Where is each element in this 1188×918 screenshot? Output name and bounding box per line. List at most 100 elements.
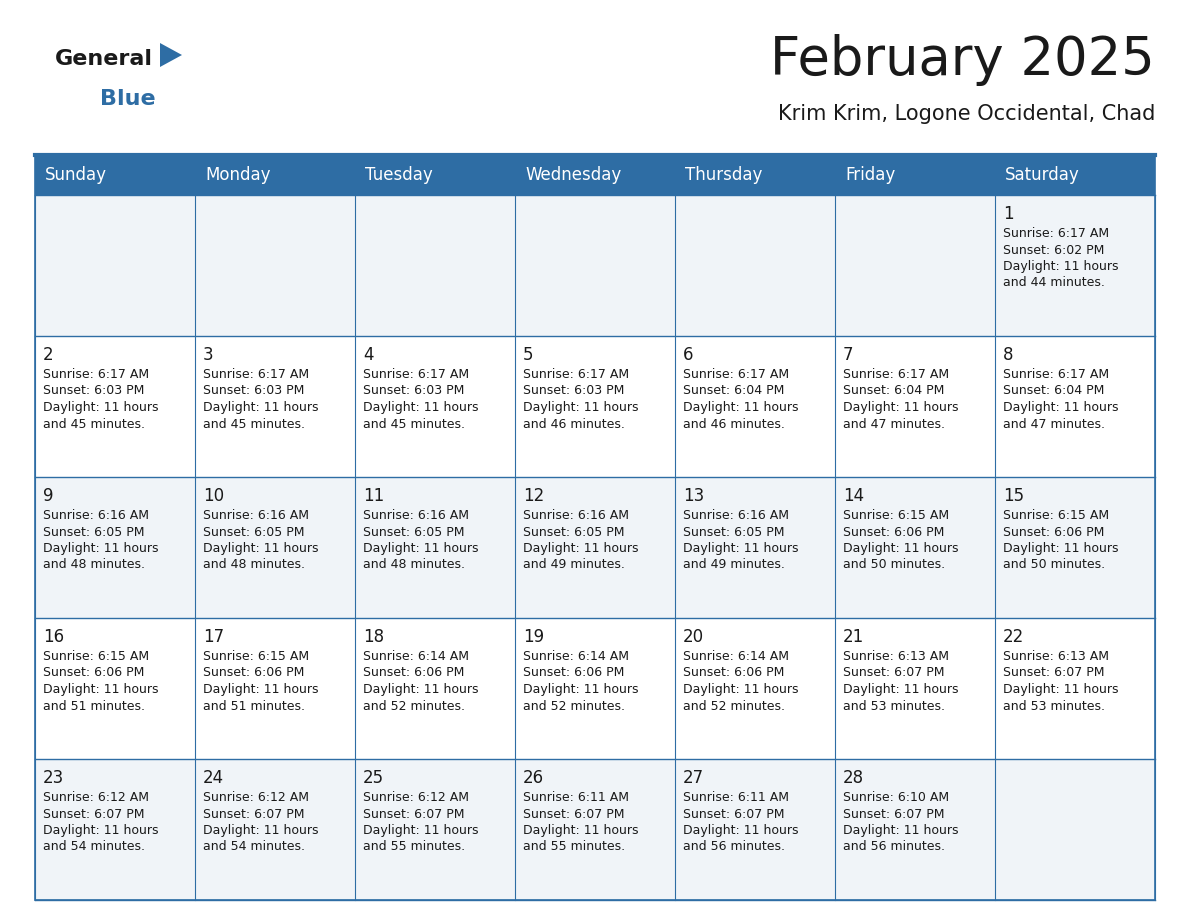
Text: and 52 minutes.: and 52 minutes. <box>523 700 625 712</box>
Text: Sunrise: 6:14 AM: Sunrise: 6:14 AM <box>364 650 469 663</box>
Text: Sunset: 6:07 PM: Sunset: 6:07 PM <box>843 808 944 821</box>
Text: Daylight: 11 hours: Daylight: 11 hours <box>364 683 479 696</box>
Text: Sunset: 6:06 PM: Sunset: 6:06 PM <box>683 666 784 679</box>
Text: Daylight: 11 hours: Daylight: 11 hours <box>203 683 318 696</box>
Text: and 51 minutes.: and 51 minutes. <box>43 700 145 712</box>
Text: 15: 15 <box>1003 487 1024 505</box>
Text: and 44 minutes.: and 44 minutes. <box>1003 276 1105 289</box>
Polygon shape <box>160 43 182 67</box>
Text: Sunset: 6:05 PM: Sunset: 6:05 PM <box>523 525 625 539</box>
Text: Friday: Friday <box>845 166 896 184</box>
Text: Sunrise: 6:14 AM: Sunrise: 6:14 AM <box>683 650 789 663</box>
Text: Daylight: 11 hours: Daylight: 11 hours <box>1003 260 1118 273</box>
Text: and 46 minutes.: and 46 minutes. <box>523 418 625 431</box>
Text: 24: 24 <box>203 769 225 787</box>
Text: Daylight: 11 hours: Daylight: 11 hours <box>683 824 798 837</box>
Text: 22: 22 <box>1003 628 1024 646</box>
Text: 4: 4 <box>364 346 373 364</box>
Text: February 2025: February 2025 <box>770 34 1155 86</box>
Text: Sunrise: 6:13 AM: Sunrise: 6:13 AM <box>1003 650 1110 663</box>
Text: Blue: Blue <box>100 89 156 109</box>
Text: Sunrise: 6:16 AM: Sunrise: 6:16 AM <box>203 509 309 522</box>
Text: Sunrise: 6:15 AM: Sunrise: 6:15 AM <box>843 509 949 522</box>
Text: and 53 minutes.: and 53 minutes. <box>1003 700 1105 712</box>
Bar <box>34 155 1155 195</box>
Text: Daylight: 11 hours: Daylight: 11 hours <box>1003 401 1118 414</box>
Text: Sunrise: 6:16 AM: Sunrise: 6:16 AM <box>523 509 628 522</box>
Text: Sunset: 6:06 PM: Sunset: 6:06 PM <box>43 666 145 679</box>
Text: Daylight: 11 hours: Daylight: 11 hours <box>1003 542 1118 555</box>
Text: Daylight: 11 hours: Daylight: 11 hours <box>1003 683 1118 696</box>
Text: and 56 minutes.: and 56 minutes. <box>683 841 785 854</box>
Text: Daylight: 11 hours: Daylight: 11 hours <box>364 542 479 555</box>
Text: Sunset: 6:04 PM: Sunset: 6:04 PM <box>683 385 784 397</box>
Text: 9: 9 <box>43 487 53 505</box>
Bar <box>34 759 1155 900</box>
Text: Sunset: 6:05 PM: Sunset: 6:05 PM <box>43 525 145 539</box>
Text: Sunset: 6:02 PM: Sunset: 6:02 PM <box>1003 243 1105 256</box>
Text: Sunrise: 6:15 AM: Sunrise: 6:15 AM <box>1003 509 1110 522</box>
Text: Krim Krim, Logone Occidental, Chad: Krim Krim, Logone Occidental, Chad <box>778 104 1155 124</box>
Text: Sunrise: 6:17 AM: Sunrise: 6:17 AM <box>523 368 630 381</box>
Text: 28: 28 <box>843 769 864 787</box>
Text: and 50 minutes.: and 50 minutes. <box>1003 558 1105 572</box>
Text: Daylight: 11 hours: Daylight: 11 hours <box>203 824 318 837</box>
Text: and 55 minutes.: and 55 minutes. <box>523 841 625 854</box>
Text: 27: 27 <box>683 769 704 787</box>
Text: Sunrise: 6:10 AM: Sunrise: 6:10 AM <box>843 791 949 804</box>
Text: and 46 minutes.: and 46 minutes. <box>683 418 785 431</box>
Text: 23: 23 <box>43 769 64 787</box>
Text: and 55 minutes.: and 55 minutes. <box>364 841 466 854</box>
Text: Sunrise: 6:16 AM: Sunrise: 6:16 AM <box>683 509 789 522</box>
Text: Sunset: 6:06 PM: Sunset: 6:06 PM <box>523 666 625 679</box>
Text: 1: 1 <box>1003 205 1013 223</box>
Text: General: General <box>55 49 153 69</box>
Text: 12: 12 <box>523 487 544 505</box>
Text: Sunset: 6:07 PM: Sunset: 6:07 PM <box>683 808 784 821</box>
Text: Sunset: 6:03 PM: Sunset: 6:03 PM <box>43 385 145 397</box>
Text: Sunrise: 6:17 AM: Sunrise: 6:17 AM <box>203 368 309 381</box>
Text: Daylight: 11 hours: Daylight: 11 hours <box>683 401 798 414</box>
Text: and 54 minutes.: and 54 minutes. <box>203 841 305 854</box>
Text: Sunset: 6:07 PM: Sunset: 6:07 PM <box>843 666 944 679</box>
Text: Sunset: 6:04 PM: Sunset: 6:04 PM <box>843 385 944 397</box>
Text: and 52 minutes.: and 52 minutes. <box>364 700 465 712</box>
Text: Daylight: 11 hours: Daylight: 11 hours <box>843 401 959 414</box>
Text: Daylight: 11 hours: Daylight: 11 hours <box>683 683 798 696</box>
Text: and 48 minutes.: and 48 minutes. <box>43 558 145 572</box>
Text: and 53 minutes.: and 53 minutes. <box>843 700 944 712</box>
Text: Sunrise: 6:17 AM: Sunrise: 6:17 AM <box>1003 227 1110 240</box>
Text: Daylight: 11 hours: Daylight: 11 hours <box>843 542 959 555</box>
Text: Daylight: 11 hours: Daylight: 11 hours <box>364 824 479 837</box>
Text: Daylight: 11 hours: Daylight: 11 hours <box>523 683 638 696</box>
Text: Sunset: 6:03 PM: Sunset: 6:03 PM <box>364 385 465 397</box>
Text: Daylight: 11 hours: Daylight: 11 hours <box>43 824 158 837</box>
Text: Tuesday: Tuesday <box>365 166 432 184</box>
Text: and 47 minutes.: and 47 minutes. <box>1003 418 1105 431</box>
Text: 5: 5 <box>523 346 533 364</box>
Text: and 49 minutes.: and 49 minutes. <box>523 558 625 572</box>
Bar <box>34 618 1155 759</box>
Text: Saturday: Saturday <box>1005 166 1080 184</box>
Text: Sunrise: 6:16 AM: Sunrise: 6:16 AM <box>43 509 148 522</box>
Text: 18: 18 <box>364 628 384 646</box>
Text: Daylight: 11 hours: Daylight: 11 hours <box>523 401 638 414</box>
Text: Sunrise: 6:17 AM: Sunrise: 6:17 AM <box>43 368 150 381</box>
Text: 17: 17 <box>203 628 225 646</box>
Text: 3: 3 <box>203 346 214 364</box>
Text: Sunrise: 6:17 AM: Sunrise: 6:17 AM <box>1003 368 1110 381</box>
Text: 14: 14 <box>843 487 864 505</box>
Bar <box>34 336 1155 477</box>
Text: and 45 minutes.: and 45 minutes. <box>203 418 305 431</box>
Text: and 45 minutes.: and 45 minutes. <box>364 418 465 431</box>
Text: 2: 2 <box>43 346 53 364</box>
Text: Sunset: 6:07 PM: Sunset: 6:07 PM <box>1003 666 1105 679</box>
Text: 16: 16 <box>43 628 64 646</box>
Text: Sunset: 6:07 PM: Sunset: 6:07 PM <box>523 808 625 821</box>
Text: and 48 minutes.: and 48 minutes. <box>203 558 305 572</box>
Text: Sunset: 6:06 PM: Sunset: 6:06 PM <box>203 666 304 679</box>
Text: Sunset: 6:05 PM: Sunset: 6:05 PM <box>203 525 304 539</box>
Text: 21: 21 <box>843 628 864 646</box>
Text: Daylight: 11 hours: Daylight: 11 hours <box>683 542 798 555</box>
Text: Sunrise: 6:15 AM: Sunrise: 6:15 AM <box>43 650 150 663</box>
